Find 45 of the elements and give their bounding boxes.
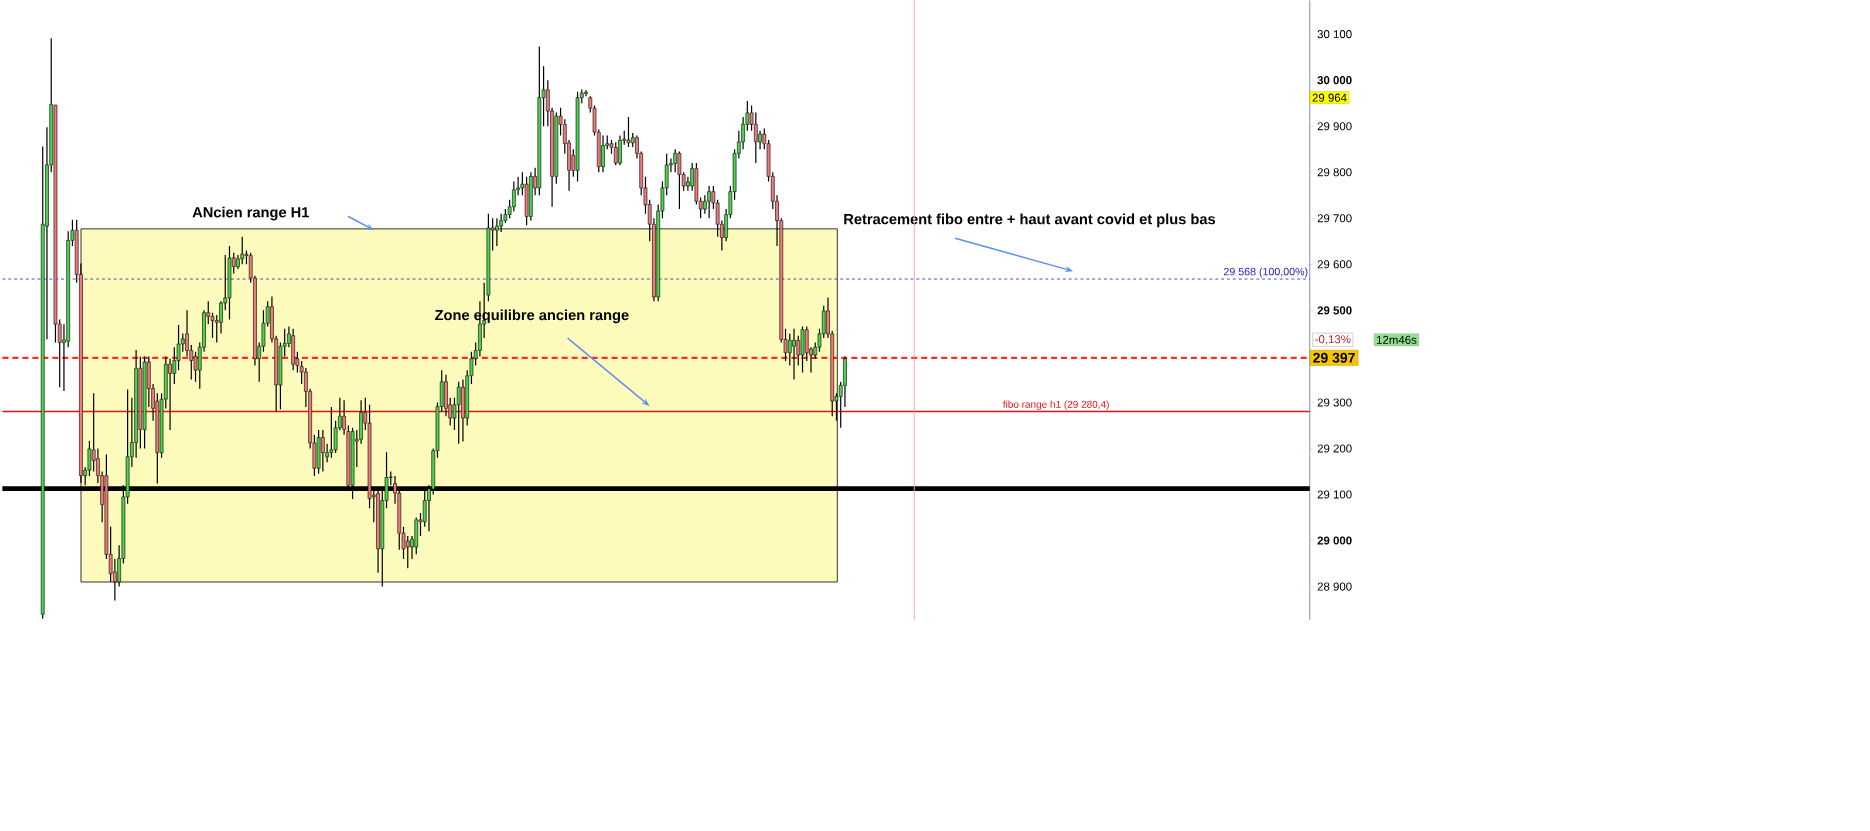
ref-line-label: fibo range h1 (29 280,4): [1002, 400, 1109, 410]
candlestick: [227, 245, 232, 320]
y-tick-label: 30 100: [1317, 29, 1352, 38]
candlestick: [329, 406, 334, 459]
ref-line-label: 29 568 (100,00%): [1223, 267, 1308, 278]
candlestick: [618, 134, 622, 166]
candlestick: [456, 380, 461, 445]
candlestick: [461, 378, 465, 442]
candlestick: [185, 309, 189, 357]
y-tick-label: 29 700: [1317, 213, 1352, 223]
candlestick: [800, 325, 805, 373]
candlestick: [236, 254, 240, 270]
candlestick: [741, 116, 745, 150]
y-tick-label: 29 800: [1317, 167, 1352, 177]
candlestick: [240, 235, 245, 265]
ref-line-label: 29 397: [1313, 352, 1355, 363]
candlestick: [219, 300, 223, 334]
candlestick: [843, 355, 847, 408]
candlestick: [359, 399, 363, 445]
y-tick-label: 30 000: [1317, 75, 1352, 84]
candlestick: [584, 89, 588, 97]
candlestick: [405, 535, 410, 569]
y-tick-label: 29 600: [1317, 260, 1352, 269]
y-tick-label: 29 300: [1317, 398, 1352, 407]
candlestick: [677, 150, 682, 210]
y-tick-label: 29 200: [1317, 444, 1352, 453]
y-tick-label: 29 000: [1317, 536, 1352, 545]
annotation: 29 964: [1312, 93, 1347, 102]
candlestick: [601, 134, 605, 173]
candlestick: [537, 45, 542, 196]
candlestick: [444, 373, 448, 417]
y-tick-label: 29 900: [1317, 121, 1352, 131]
candlestick: [792, 327, 796, 380]
y-tick-label: 29 100: [1317, 490, 1352, 499]
y-tick-label: 28 900: [1317, 582, 1352, 591]
candlestick: [138, 355, 143, 449]
candlestick: [142, 355, 147, 449]
candlestick: [168, 357, 172, 431]
text: 12m46s: [1376, 335, 1417, 344]
annotation: ANcien range H1: [192, 206, 309, 221]
candlestick: [626, 116, 631, 148]
candlestick: [753, 111, 758, 164]
text: -0,13%: [1315, 334, 1351, 345]
annotation: Retracement fibo entre + haut avant covid et plus bas: [844, 213, 1216, 227]
y-tick-label: 29 500: [1317, 306, 1352, 315]
